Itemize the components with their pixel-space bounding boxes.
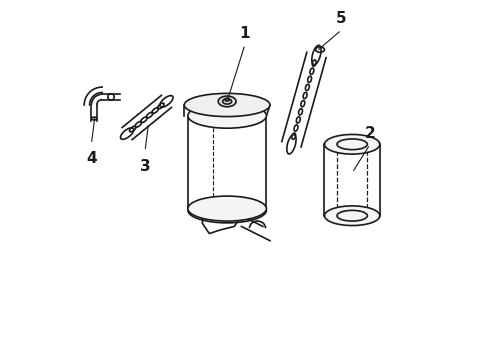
- Ellipse shape: [324, 134, 380, 154]
- Ellipse shape: [184, 93, 270, 117]
- Text: 2: 2: [365, 126, 375, 141]
- Text: 1: 1: [240, 26, 250, 41]
- Ellipse shape: [218, 96, 236, 107]
- Text: 4: 4: [86, 152, 97, 166]
- Text: 3: 3: [140, 158, 150, 174]
- Ellipse shape: [324, 206, 380, 226]
- Ellipse shape: [188, 196, 267, 221]
- Text: 5: 5: [336, 12, 347, 26]
- Ellipse shape: [188, 103, 267, 128]
